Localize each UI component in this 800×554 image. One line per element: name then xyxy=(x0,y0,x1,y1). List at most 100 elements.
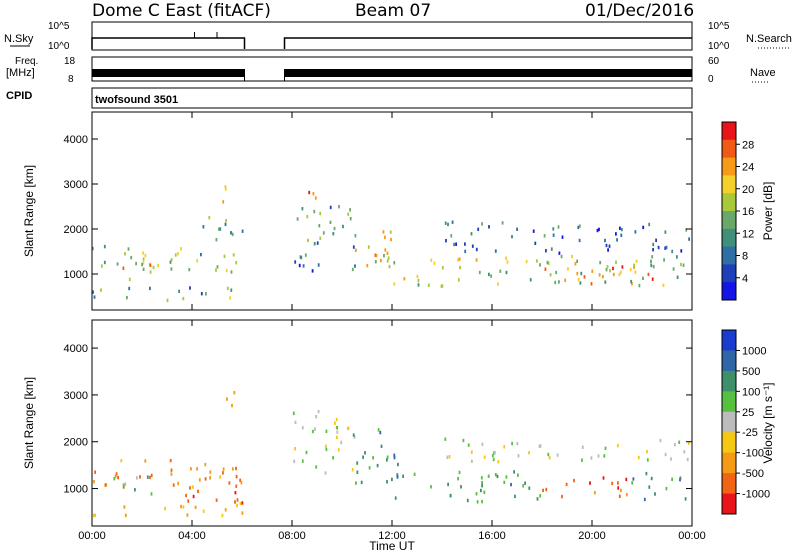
echo-cell xyxy=(664,230,667,234)
echo-cell xyxy=(603,454,606,458)
echo-cell xyxy=(557,225,560,229)
echo-cell xyxy=(335,417,338,422)
echo-cell xyxy=(225,219,227,223)
echo-cell xyxy=(377,428,380,432)
echo-cell xyxy=(312,192,315,196)
echo-cell xyxy=(390,237,392,242)
colorbar-tick-label: 8 xyxy=(742,251,748,263)
echo-cell xyxy=(177,252,179,256)
echo-cell xyxy=(374,253,377,257)
echo-cell xyxy=(231,232,234,237)
echo-cell xyxy=(219,227,222,231)
echo-cell xyxy=(634,230,637,234)
colorbar-segment xyxy=(722,193,736,212)
echo-cell xyxy=(317,263,320,267)
echo-cell xyxy=(236,503,238,508)
echo-cell xyxy=(590,456,593,460)
echo-cell xyxy=(522,484,525,488)
echo-cell xyxy=(197,489,199,494)
echo-cell xyxy=(475,258,478,262)
echo-cell xyxy=(236,498,239,502)
echo-cell xyxy=(552,233,555,237)
echo-cell xyxy=(379,430,382,435)
echo-cell xyxy=(232,253,235,257)
echo-cell xyxy=(589,481,591,485)
noise-tick-top-right: 10^5 xyxy=(708,21,730,32)
echo-cell xyxy=(182,296,185,301)
echo-cell xyxy=(481,484,483,488)
echo-cell xyxy=(353,435,356,439)
echo-cell xyxy=(447,482,449,487)
echo-cell xyxy=(124,482,127,486)
power-colorbar-label: Power [dB] xyxy=(761,182,775,241)
echo-cell xyxy=(114,474,117,479)
echo-cell xyxy=(225,268,228,273)
x-tick-label: 00:00 xyxy=(78,530,106,542)
echo-cell xyxy=(229,296,232,300)
echo-cell xyxy=(483,455,486,459)
echo-cell xyxy=(547,452,550,457)
echo-cell xyxy=(659,438,662,443)
echo-cell xyxy=(685,228,688,232)
frequency-panel: Freq. [MHz] 18 8 60 0 Nave xyxy=(6,56,776,85)
echo-cell xyxy=(336,430,339,434)
echo-cell xyxy=(552,227,555,231)
echo-cell xyxy=(467,443,470,447)
echo-cell xyxy=(643,497,646,502)
echo-cell xyxy=(144,459,147,463)
echo-cell xyxy=(126,295,128,300)
echo-cell xyxy=(477,227,480,231)
echo-cell xyxy=(417,278,420,283)
echo-cell xyxy=(104,483,107,487)
echo-cell xyxy=(671,477,673,481)
echo-cell xyxy=(505,475,508,479)
echo-cell xyxy=(417,283,420,287)
echo-cell xyxy=(606,264,609,269)
echo-cell xyxy=(538,444,541,448)
echo-cell xyxy=(678,440,681,444)
echo-cell xyxy=(325,429,328,433)
colorbar-segment xyxy=(722,370,736,392)
echo-cell xyxy=(542,488,544,493)
echo-cell xyxy=(231,403,233,408)
echo-cell xyxy=(608,244,611,248)
echo-cell xyxy=(94,470,96,474)
echo-cell xyxy=(688,237,690,241)
echo-cell xyxy=(591,269,594,273)
echo-cell xyxy=(202,509,205,513)
cpid-label: CPID xyxy=(6,90,32,102)
echo-cell xyxy=(670,457,672,461)
echo-cell xyxy=(313,242,316,246)
echo-cell xyxy=(558,280,560,284)
echo-cell xyxy=(524,481,526,485)
echo-cell xyxy=(621,227,623,232)
echo-cell xyxy=(633,263,635,268)
echo-cell xyxy=(558,251,561,255)
echo-cell xyxy=(189,486,191,490)
echo-cell xyxy=(631,282,633,286)
echo-cell xyxy=(470,450,473,454)
echo-cell xyxy=(235,484,238,488)
colorbar-segment xyxy=(722,282,736,301)
echo-cell xyxy=(301,459,304,463)
echo-cell xyxy=(215,268,217,272)
echo-cell xyxy=(579,281,582,285)
echo-cell xyxy=(433,261,436,265)
echo-cell xyxy=(329,205,332,210)
echo-cell xyxy=(231,467,234,471)
velocity-xlabel: Time UT xyxy=(369,539,415,553)
echo-cell xyxy=(122,483,125,487)
echo-cell xyxy=(651,277,654,281)
echo-cell xyxy=(306,215,309,219)
echo-cell xyxy=(646,458,649,462)
echo-cell xyxy=(149,263,152,267)
colorbar-tick-label: 20 xyxy=(742,184,754,196)
echo-cell xyxy=(631,481,634,485)
echo-cell xyxy=(620,488,622,493)
colorbar-tick-label: 16 xyxy=(742,206,754,218)
echo-cell xyxy=(241,229,244,233)
colorbar-tick-label: -100 xyxy=(742,448,764,460)
echo-cell xyxy=(510,482,512,487)
echo-cell xyxy=(233,391,236,395)
echo-cell xyxy=(352,245,355,249)
